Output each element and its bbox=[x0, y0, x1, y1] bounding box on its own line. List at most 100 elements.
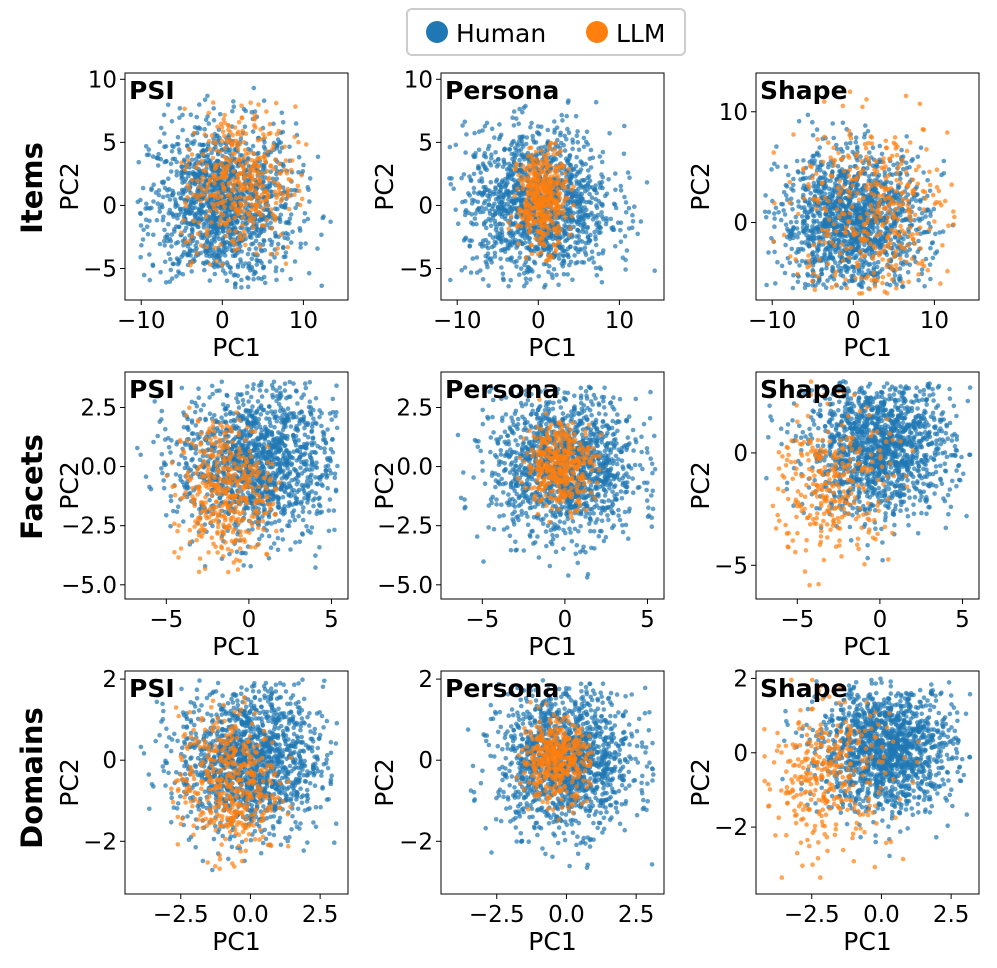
point-human bbox=[875, 174, 880, 180]
point-human bbox=[522, 262, 527, 268]
point-llm bbox=[233, 159, 238, 165]
point-llm bbox=[233, 206, 239, 212]
point-human bbox=[811, 238, 816, 243]
point-human bbox=[474, 270, 480, 275]
point-human bbox=[904, 165, 910, 171]
point-human bbox=[197, 102, 202, 107]
point-human bbox=[168, 169, 174, 174]
point-human bbox=[461, 238, 467, 243]
point-human bbox=[585, 224, 591, 230]
x-tick-label: −10 bbox=[433, 308, 482, 334]
point-human bbox=[503, 191, 508, 197]
point-human bbox=[486, 143, 492, 149]
point-human bbox=[606, 177, 611, 182]
point-llm bbox=[217, 222, 222, 227]
point-human bbox=[899, 284, 905, 289]
point-llm bbox=[520, 163, 526, 169]
point-llm bbox=[265, 149, 270, 154]
point-human bbox=[203, 220, 209, 226]
point-llm bbox=[211, 173, 217, 178]
point-human bbox=[470, 256, 476, 261]
point-human bbox=[274, 277, 279, 283]
point-human bbox=[790, 285, 796, 291]
point-llm bbox=[263, 198, 268, 203]
point-human bbox=[188, 112, 194, 117]
point-llm bbox=[220, 199, 225, 204]
point-human bbox=[842, 238, 848, 244]
point-llm bbox=[273, 215, 278, 220]
point-human bbox=[488, 180, 494, 185]
point-human bbox=[179, 164, 185, 170]
point-llm bbox=[240, 128, 245, 134]
point-human bbox=[488, 163, 494, 168]
point-llm bbox=[508, 213, 514, 219]
point-llm bbox=[552, 173, 557, 178]
point-human bbox=[815, 210, 821, 216]
point-human bbox=[206, 251, 211, 256]
point-human bbox=[558, 215, 563, 220]
point-llm bbox=[226, 217, 232, 223]
point-human bbox=[866, 245, 871, 251]
x-tick-label: 0 bbox=[531, 308, 546, 334]
point-human bbox=[588, 147, 594, 153]
point-human bbox=[172, 229, 177, 234]
point-human bbox=[506, 284, 511, 289]
point-human bbox=[597, 265, 602, 270]
point-human bbox=[557, 252, 563, 257]
point-human bbox=[181, 157, 187, 163]
point-human bbox=[280, 129, 286, 135]
point-human bbox=[328, 219, 333, 225]
point-human bbox=[499, 226, 504, 232]
point-human bbox=[263, 175, 268, 180]
point-human bbox=[168, 267, 174, 273]
point-human bbox=[786, 172, 791, 178]
point-llm bbox=[190, 177, 195, 183]
point-human bbox=[476, 147, 482, 153]
point-human bbox=[285, 220, 290, 226]
point-human bbox=[165, 232, 170, 238]
point-llm bbox=[527, 227, 533, 232]
x-tick-label: 10 bbox=[289, 308, 318, 334]
point-llm bbox=[531, 199, 537, 205]
point-human bbox=[494, 240, 499, 246]
point-human bbox=[583, 252, 589, 258]
point-llm bbox=[562, 215, 568, 220]
point-human bbox=[228, 173, 233, 178]
point-llm bbox=[200, 186, 205, 192]
point-human bbox=[600, 203, 605, 208]
point-human bbox=[537, 132, 542, 137]
point-human bbox=[160, 194, 166, 200]
point-llm bbox=[543, 212, 548, 217]
point-human bbox=[202, 267, 207, 273]
point-llm bbox=[239, 115, 245, 121]
point-human bbox=[579, 239, 585, 244]
point-llm bbox=[220, 164, 226, 169]
point-human bbox=[240, 264, 246, 269]
point-llm bbox=[222, 120, 228, 126]
point-human bbox=[810, 250, 816, 255]
point-llm bbox=[253, 181, 259, 187]
point-llm bbox=[289, 167, 294, 173]
point-human bbox=[511, 199, 517, 205]
point-human bbox=[819, 268, 824, 273]
point-llm bbox=[240, 222, 245, 228]
point-human bbox=[208, 241, 213, 247]
point-human bbox=[174, 173, 179, 178]
point-human bbox=[871, 229, 876, 234]
row-label-facets: Facets bbox=[15, 434, 49, 540]
point-human bbox=[843, 141, 849, 146]
point-llm bbox=[211, 192, 216, 198]
point-human bbox=[592, 229, 597, 235]
point-human bbox=[205, 238, 210, 244]
point-human bbox=[306, 270, 312, 276]
point-human bbox=[162, 227, 167, 233]
point-llm bbox=[200, 178, 205, 184]
point-human bbox=[848, 199, 853, 204]
point-human bbox=[623, 200, 629, 205]
point-human bbox=[277, 219, 283, 224]
point-llm bbox=[226, 123, 231, 128]
point-human bbox=[567, 244, 573, 250]
point-llm bbox=[274, 251, 280, 256]
point-llm bbox=[251, 216, 257, 221]
